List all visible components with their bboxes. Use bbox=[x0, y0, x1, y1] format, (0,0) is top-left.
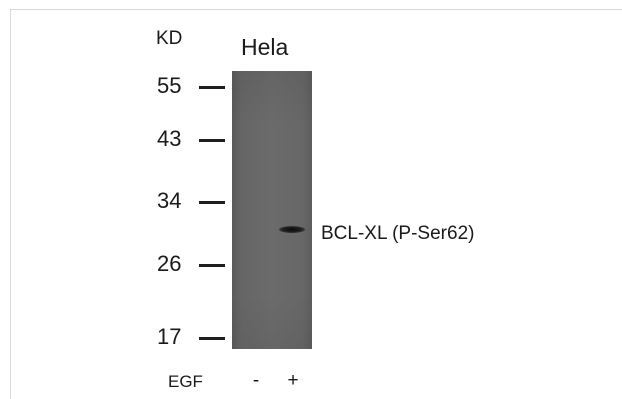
marker-tick-55 bbox=[199, 86, 225, 89]
marker-label-17: 17 bbox=[157, 324, 182, 349]
marker-tick-17 bbox=[199, 337, 225, 340]
lane-treatment-plus: + bbox=[287, 370, 299, 391]
marker-tick-34 bbox=[199, 201, 225, 204]
target-protein-label: BCL-XL (P-Ser62) bbox=[321, 223, 475, 244]
image-frame-top-border bbox=[10, 9, 622, 10]
protein-band-lane-plus bbox=[279, 226, 305, 233]
marker-label-43: 43 bbox=[157, 126, 182, 151]
molecular-weight-unit-label: KD bbox=[156, 28, 183, 49]
marker-tick-26 bbox=[199, 264, 225, 267]
cell-line-label: Hela bbox=[241, 34, 289, 60]
marker-label-34: 34 bbox=[157, 188, 182, 213]
blot-membrane bbox=[232, 71, 312, 349]
lane-treatment-minus: - bbox=[252, 370, 260, 391]
blot-membrane-shading bbox=[232, 71, 312, 349]
marker-label-26: 26 bbox=[157, 251, 182, 276]
marker-tick-43 bbox=[199, 139, 225, 142]
image-frame-left-border bbox=[10, 9, 11, 399]
treatment-label: EGF bbox=[168, 372, 203, 391]
marker-label-55: 55 bbox=[157, 73, 182, 98]
